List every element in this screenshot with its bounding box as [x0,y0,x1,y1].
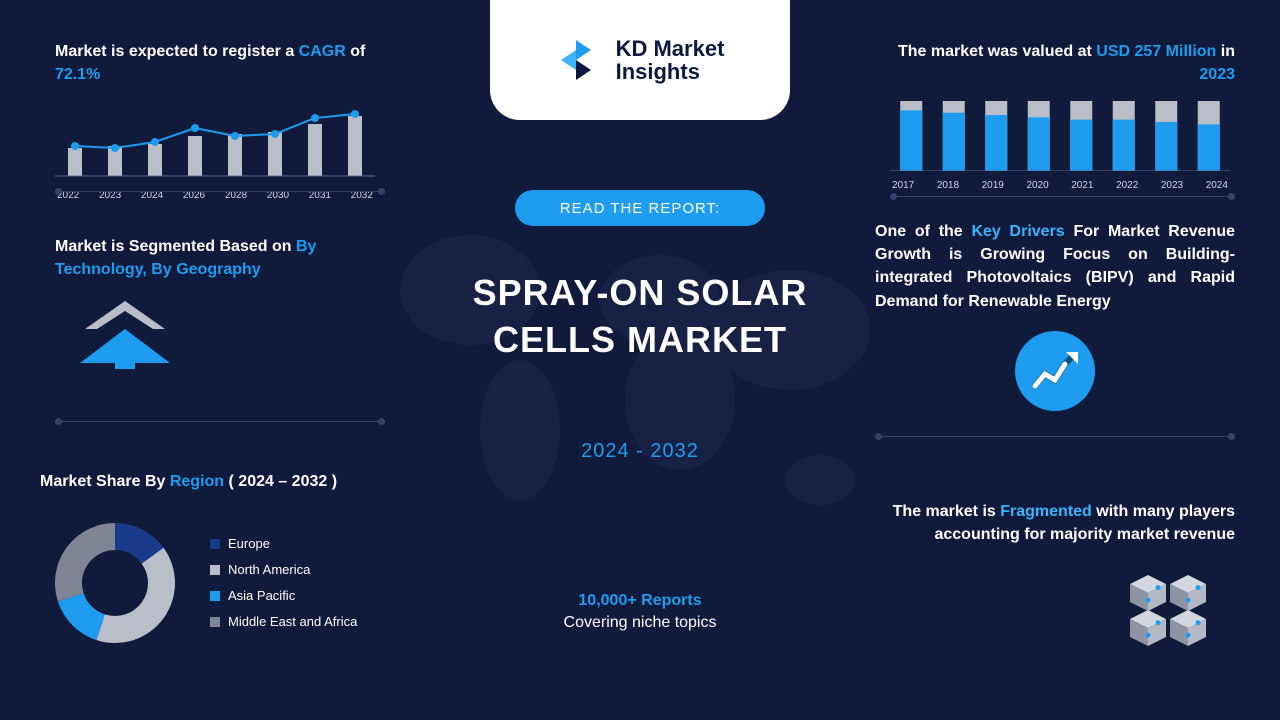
segmented-text: Market is Segmented Based on By Technolo… [55,235,385,281]
reports-subtext: Covering niche topics [564,614,717,631]
valued-block: The market was valued at USD 257 Million… [890,40,1235,207]
valued-chart: 20172018201920202021202220232024 [890,101,1230,186]
brand-name: KD Market [616,36,725,61]
legend-item: North America [210,557,357,583]
drivers-pre: One of the [875,223,971,240]
brand-logo-text: KD Market Insights [616,37,725,83]
axis-label: 2020 [1026,180,1048,191]
axis-label: 2018 [937,180,959,191]
drivers-text: One of the Key Drivers For Market Revenu… [875,220,1235,313]
valued-text: The market was valued at USD 257 Million… [890,40,1235,86]
brand-subline: Insights [616,59,700,84]
read-report-label: READ THE REPORT: [560,200,720,217]
valued-year: 2023 [1199,66,1235,83]
cubes-icon [1115,564,1225,654]
region-title-suffix: ( 2024 – 2032 ) [229,473,338,490]
region-title: Market Share By Region ( 2024 – 2032 ) [40,470,430,493]
axis-label: 2021 [1071,180,1093,191]
cagr-word: CAGR [299,43,346,60]
segmented-block: Market is Segmented Based on By Technolo… [55,235,385,432]
divider [890,196,1235,197]
region-legend: EuropeNorth AmericaAsia PacificMiddle Ea… [210,531,357,635]
fragmented-accent: Fragmented [1000,503,1092,520]
axis-label: 2019 [982,180,1004,191]
region-donut-chart [40,508,190,658]
cagr-pre: Market is expected to register a [55,43,299,60]
cagr-text: Market is expected to register a CAGR of… [55,40,385,86]
fragmented-text: The market is Fragmented with many playe… [890,500,1235,546]
valued-mid: in [1221,43,1235,60]
axis-label: 2023 [1161,180,1183,191]
legend-item: Middle East and Africa [210,609,357,635]
cagr-mid: of [350,43,365,60]
drivers-block: One of the Key Drivers For Market Revenu… [875,220,1235,447]
brand-logo-badge: KD Market Insights [490,0,790,120]
reports-footer: 10,000+ Reports Covering niche topics [430,590,850,635]
cagr-block: Market is expected to register a CAGR of… [55,40,385,202]
legend-item: Asia Pacific [210,583,357,609]
brand-logo-icon [556,35,606,85]
segmented-pre: Market is Segmented Based on [55,238,296,255]
divider [55,421,385,422]
world-map-bg [380,180,900,560]
region-block: Market Share By Region ( 2024 – 2032 ) E… [40,470,430,658]
valued-amount: USD 257 Million [1096,43,1216,60]
axis-label: 2022 [1116,180,1138,191]
year-range: 2024 - 2032 [430,440,850,463]
read-report-button[interactable]: READ THE REPORT: [515,190,765,226]
axis-label: 2017 [892,180,914,191]
fragmented-pre: The market is [893,503,1001,520]
region-title-pre: Market Share By [40,473,170,490]
divider [875,436,1235,437]
chevron-stack-icon [75,301,175,381]
trend-arrow-icon [1015,331,1095,411]
valued-pre: The market was valued at [898,43,1096,60]
cagr-chart: 20222023202420262028203020312032 [55,101,375,181]
fragmented-block: The market is Fragmented with many playe… [890,500,1235,659]
drivers-accent: Key Drivers [971,223,1064,240]
cagr-value: 72.1% [55,66,100,83]
page-title: SPRAY-ON SOLAR CELLS MARKET [430,270,850,364]
axis-label: 2024 [1206,180,1228,191]
region-title-accent: Region [170,473,224,490]
legend-item: Europe [210,531,357,557]
divider [55,191,385,192]
reports-count: 10,000+ Reports [578,592,701,609]
